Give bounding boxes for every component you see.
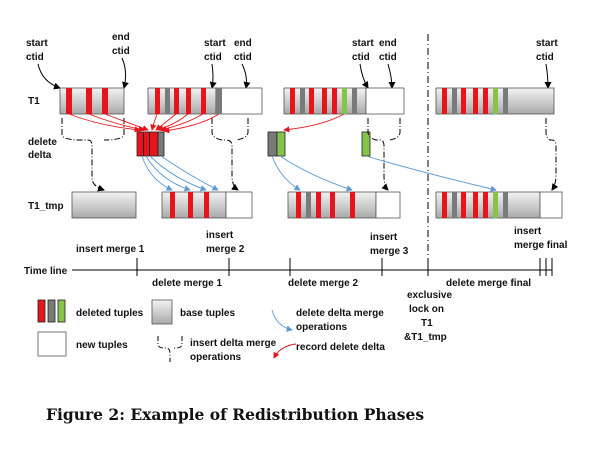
legend-deleted-swatch [37,299,66,323]
legend-red-arrow [273,343,297,359]
record-delete-arrows [68,113,345,134]
t1-lock-label: T1 [421,318,433,329]
delete-delta-3 [361,131,371,157]
end-label-3: end [379,38,397,49]
t1-row-label: T1 [28,96,40,107]
ctid-label-4: ctid [234,52,252,63]
time-line-label: Time line [24,266,68,277]
lock-on-label: lock on [409,304,444,315]
delete-delta-1 [136,131,165,157]
delete-merge-1-label: delete merge 1 [152,278,222,289]
legend-insert-brace [157,336,183,362]
ctid-label-7: ctid [536,52,554,63]
insert-merge-1-label: insert merge 1 [76,244,145,255]
merge-2-label: merge 2 [206,244,245,255]
delete-merge-final-label: delete merge final [446,278,531,289]
end-label-2: end [234,38,252,49]
legend-delete-operations: operations [296,322,348,333]
end-label-1: end [112,32,130,43]
start-label-2: start [204,38,226,49]
time-line-axis [72,258,553,276]
t1-tmp-lock-label: &T1_tmp [404,332,447,343]
insert-label-final: insert [514,226,542,237]
merge-3-label: merge 3 [370,246,409,257]
ctid-label-5: ctid [352,52,370,63]
t1tmp-stage2 [161,191,253,219]
delete-delta-merge-arrows [141,155,497,192]
ctid-label-3: ctid [204,52,222,63]
start-label-4: start [536,38,558,49]
delta-row-label: delta [28,150,52,161]
legend-deleted-tuples: deleted tuples [76,308,144,319]
legend-new-swatch [37,331,67,357]
insert-label-3: insert [370,232,398,243]
exclusive-label: exclusive [407,290,452,301]
legend-insert-operations: operations [190,352,242,363]
figure-caption: Figure 2: Example of Redistribution Phas… [46,405,424,424]
t1-stage2 [147,87,263,115]
delete-merge-2-label: delete merge 2 [288,278,358,289]
t1tmp-stage1 [71,191,137,219]
t1-tmp-row-label: T1_tmp [28,201,64,212]
t1-stage3 [283,87,405,115]
ctid-label-2: ctid [112,46,130,57]
legend-blue-arrow [271,309,293,332]
legend-insert-delta-merge: insert delta merge [190,338,277,349]
insert-merge-arrows [61,118,559,192]
t1-stage4 [435,87,555,115]
legend-base-tuples: base tuples [180,308,235,319]
label-pointers [37,57,552,90]
t1tmp-stage3 [287,191,401,219]
legend-new-tuples: new tuples [76,340,128,351]
start-label-3: start [352,38,374,49]
t1tmp-stage4 [435,191,563,219]
insert-label-2: insert [206,230,234,241]
t1-stage1 [59,87,125,115]
legend-base-swatch [151,299,173,325]
start-label-1: start [26,38,48,49]
ctid-label-1: ctid [26,52,44,63]
merge-final-label: merge final [514,240,568,251]
legend-delete-delta-merge: delete delta merge [296,308,384,319]
delete-row-label: delete [28,137,57,148]
delete-delta-2 [267,131,286,157]
ctid-label-6: ctid [379,52,397,63]
legend-record-delete-delta: record delete delta [296,342,385,353]
